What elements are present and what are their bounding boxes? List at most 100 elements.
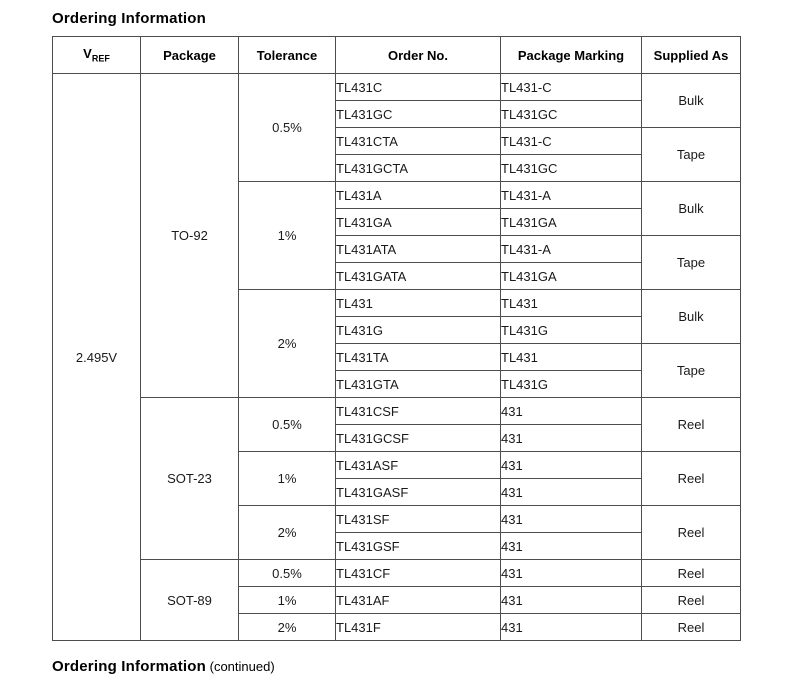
table-row: TL431GCSF 431 bbox=[53, 424, 741, 452]
table-row: TL431GSF 431 bbox=[53, 532, 741, 560]
package-marking-cell: TL431GC bbox=[500, 100, 642, 128]
order-no-cell: TL431C bbox=[335, 73, 501, 101]
supplied-as-cell: Bulk bbox=[641, 289, 741, 344]
order-no-cell: TL431AF bbox=[335, 586, 501, 614]
order-no-cell: TL431GATA bbox=[335, 262, 501, 290]
header-order-no: Order No. bbox=[335, 36, 501, 74]
package-marking-cell: TL431G bbox=[500, 370, 642, 398]
package-marking-cell: TL431 bbox=[500, 289, 642, 317]
tolerance-cell: 1% bbox=[238, 586, 336, 614]
vref-cell: 2.495V bbox=[52, 73, 141, 641]
continued-section-title: Ordering Information (continued) bbox=[52, 658, 790, 675]
supplied-as-cell: Reel bbox=[641, 613, 741, 641]
table-row: TL431TA TL431 Tape bbox=[53, 343, 741, 398]
table-row: TL431CTA TL431-C Tape bbox=[53, 127, 741, 182]
supplied-as-cell: Reel bbox=[641, 559, 741, 587]
package-marking-cell: 431 bbox=[500, 397, 642, 425]
tolerance-cell: 0.5% bbox=[238, 559, 336, 587]
table-row: TL431ATA TL431-A Tape bbox=[53, 235, 741, 290]
header-tolerance: Tolerance bbox=[238, 36, 336, 74]
package-marking-cell: TL431 bbox=[500, 343, 642, 371]
package-marking-cell: 431 bbox=[500, 613, 642, 641]
package-marking-cell: TL431-A bbox=[500, 235, 642, 263]
ordering-information-table: VREF Package Tolerance Order No. Package… bbox=[52, 36, 741, 641]
package-cell: SOT-89 bbox=[140, 559, 239, 641]
order-no-cell: TL431GC bbox=[335, 100, 501, 128]
order-no-cell: TL431CTA bbox=[335, 127, 501, 155]
order-no-cell: TL431A bbox=[335, 181, 501, 209]
package-marking-cell: TL431-A bbox=[500, 181, 642, 209]
header-supplied-as: Supplied As bbox=[641, 36, 741, 74]
order-no-cell: TL431GSF bbox=[335, 532, 501, 560]
package-marking-cell: TL431GA bbox=[500, 262, 642, 290]
header-package-marking: Package Marking bbox=[500, 36, 642, 74]
package-marking-cell: TL431GC bbox=[500, 154, 642, 182]
supplied-as-cell: Tape bbox=[641, 235, 741, 290]
table-row: 2% TL431F 431 Reel bbox=[53, 613, 741, 641]
tolerance-cell: 1% bbox=[238, 181, 336, 290]
table-row: TL431GC TL431GC bbox=[53, 100, 741, 128]
header-vref: VREF bbox=[52, 36, 141, 74]
table-header-row: VREF Package Tolerance Order No. Package… bbox=[52, 36, 741, 74]
supplied-as-cell: Reel bbox=[641, 451, 741, 506]
order-no-cell: TL431TA bbox=[335, 343, 501, 371]
table-row: TL431GATA TL431GA bbox=[53, 262, 741, 290]
package-marking-cell: 431 bbox=[500, 532, 642, 560]
package-marking-cell: 431 bbox=[500, 586, 642, 614]
table-row: 2.495V TO-92 0.5% TL431C TL431-C Bulk bbox=[52, 73, 741, 641]
supplied-as-cell: Reel bbox=[641, 586, 741, 614]
vref-subscript: REF bbox=[91, 53, 110, 64]
package-marking-cell: TL431-C bbox=[500, 127, 642, 155]
order-no-cell: TL431 bbox=[335, 289, 501, 317]
package-marking-cell: 431 bbox=[500, 505, 642, 533]
table-row: 1% TL431A TL431-A Bulk bbox=[53, 181, 741, 290]
order-no-cell: TL431GCSF bbox=[335, 424, 501, 452]
package-marking-cell: 431 bbox=[500, 424, 642, 452]
supplied-as-cell: Tape bbox=[641, 127, 741, 182]
table-row: TL431G TL431G bbox=[53, 316, 741, 344]
table-row: TL431GASF 431 bbox=[53, 478, 741, 506]
order-no-cell: TL431GCTA bbox=[335, 154, 501, 182]
supplied-as-cell: Reel bbox=[641, 505, 741, 560]
package-marking-cell: TL431G bbox=[500, 316, 642, 344]
supplied-as-cell: Bulk bbox=[641, 73, 741, 128]
supplied-as-cell: Tape bbox=[641, 343, 741, 398]
package-marking-cell: 431 bbox=[500, 478, 642, 506]
table-row: 1% TL431ASF 431 Reel bbox=[53, 451, 741, 506]
tolerance-cell: 2% bbox=[238, 505, 336, 560]
table-row: 1% TL431AF 431 Reel bbox=[53, 586, 741, 614]
order-no-cell: TL431SF bbox=[335, 505, 501, 533]
order-no-cell: TL431CF bbox=[335, 559, 501, 587]
package-cell: TO-92 bbox=[140, 73, 239, 398]
order-no-cell: TL431GA bbox=[335, 208, 501, 236]
supplied-as-cell: Reel bbox=[641, 397, 741, 452]
continued-title-note: (continued) bbox=[210, 659, 275, 674]
package-marking-cell: TL431GA bbox=[500, 208, 642, 236]
table-row: TL431GA TL431GA bbox=[53, 208, 741, 236]
package-marking-cell: TL431-C bbox=[500, 73, 642, 101]
package-marking-cell: 431 bbox=[500, 559, 642, 587]
table-row: SOT-23 0.5% TL431CSF 431 Reel bbox=[53, 397, 741, 560]
page-title: Ordering Information bbox=[52, 10, 206, 27]
order-no-cell: TL431GASF bbox=[335, 478, 501, 506]
tolerance-cell: 0.5% bbox=[238, 397, 336, 452]
ordering-table-body: 2.495V TO-92 0.5% TL431C TL431-C Bulk TL431GC T… bbox=[52, 73, 741, 641]
tolerance-cell: 2% bbox=[238, 613, 336, 641]
order-no-cell: TL431ATA bbox=[335, 235, 501, 263]
order-no-cell: TL431F bbox=[335, 613, 501, 641]
continued-note-text: (continued) bbox=[209, 659, 275, 674]
table-row: TL431GTA TL431G bbox=[53, 370, 741, 398]
package-marking-cell: 431 bbox=[500, 451, 642, 479]
continued-title-bold: Ordering Information bbox=[52, 658, 206, 675]
order-no-cell: TL431CSF bbox=[335, 397, 501, 425]
table-row: TL431GCTA TL431GC bbox=[53, 154, 741, 182]
header-package: Package bbox=[140, 36, 239, 74]
supplied-as-cell: Bulk bbox=[641, 181, 741, 236]
order-no-cell: TL431GTA bbox=[335, 370, 501, 398]
table-row: 2% TL431 TL431 Bulk bbox=[53, 289, 741, 398]
vref-symbol: V bbox=[83, 46, 92, 62]
tolerance-cell: 1% bbox=[238, 451, 336, 506]
order-no-cell: TL431G bbox=[335, 316, 501, 344]
table-row: SOT-89 0.5% TL431CF 431 Reel bbox=[53, 559, 741, 641]
